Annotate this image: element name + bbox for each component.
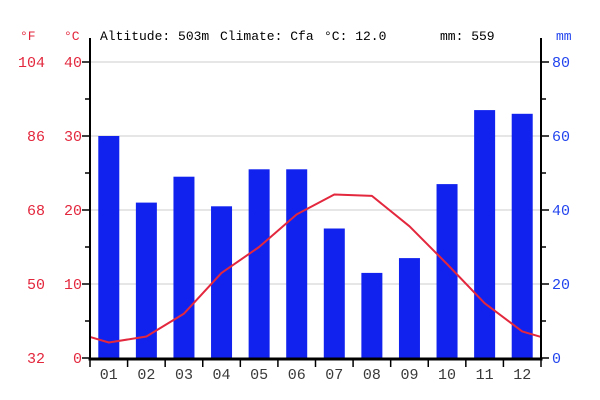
fahrenheit-tick-68: 68 — [27, 203, 45, 220]
precipitation-bar-10 — [436, 184, 458, 360]
gridlines — [90, 61, 541, 285]
precipitation-bar-05 — [248, 169, 270, 360]
month-label-03: 03 — [175, 367, 193, 384]
celsius-tick-10: 10 — [64, 277, 82, 294]
month-label-05: 05 — [250, 367, 268, 384]
mm-tick-60: 60 — [552, 129, 570, 146]
fahrenheit-tick-32: 32 — [27, 351, 45, 368]
precipitation-bar-09 — [398, 258, 420, 360]
mean-temperature-label: °C: 12.0 — [324, 29, 387, 44]
mm-tick-labels: 0 20 40 60 80 — [552, 55, 570, 368]
mm-tick-80: 80 — [552, 55, 570, 72]
precipitation-bar-12 — [511, 113, 533, 360]
fahrenheit-tick-labels: 32 50 68 86 104 — [18, 55, 45, 368]
fahrenheit-unit-label: °F — [20, 29, 36, 44]
month-label-12: 12 — [513, 367, 531, 384]
month-label-04: 04 — [213, 367, 231, 384]
celsius-unit-label: °C — [64, 29, 80, 44]
fahrenheit-tick-86: 86 — [27, 129, 45, 146]
precipitation-bar-01 — [98, 136, 120, 360]
month-labels: 01 02 03 04 05 06 07 08 09 10 11 12 — [100, 367, 531, 384]
month-label-10: 10 — [438, 367, 456, 384]
celsius-tick-40: 40 — [64, 55, 82, 72]
precipitation-bar-06 — [286, 169, 308, 360]
fahrenheit-tick-104: 104 — [18, 55, 45, 72]
mm-tick-0: 0 — [552, 351, 561, 368]
precipitation-total-label: mm: 559 — [440, 29, 495, 44]
month-label-08: 08 — [363, 367, 381, 384]
precipitation-bar-04 — [211, 206, 233, 360]
month-label-02: 02 — [137, 367, 155, 384]
climate-class-label: Climate: Cfa — [220, 29, 314, 44]
axis-ticks — [82, 61, 549, 367]
celsius-tick-labels: 0 10 20 30 40 — [64, 55, 82, 368]
celsius-tick-30: 30 — [64, 129, 82, 146]
temperature-line — [89, 193, 542, 344]
month-label-09: 09 — [400, 367, 418, 384]
month-label-07: 07 — [325, 367, 343, 384]
precipitation-bars — [98, 110, 533, 360]
celsius-tick-0: 0 — [73, 351, 82, 368]
axes — [88, 38, 543, 361]
month-label-01: 01 — [100, 367, 118, 384]
mm-tick-20: 20 — [552, 277, 570, 294]
precipitation-bar-08 — [361, 272, 383, 360]
precipitation-bar-07 — [323, 228, 345, 360]
mm-unit-label: mm — [556, 29, 572, 44]
mm-tick-40: 40 — [552, 203, 570, 220]
celsius-tick-20: 20 — [64, 203, 82, 220]
month-label-06: 06 — [288, 367, 306, 384]
month-label-11: 11 — [476, 367, 494, 384]
precipitation-bar-02 — [135, 202, 157, 360]
precipitation-bar-03 — [173, 176, 195, 360]
altitude-label: Altitude: 503m — [100, 29, 210, 44]
precipitation-bar-11 — [474, 110, 496, 360]
fahrenheit-tick-50: 50 — [27, 277, 45, 294]
